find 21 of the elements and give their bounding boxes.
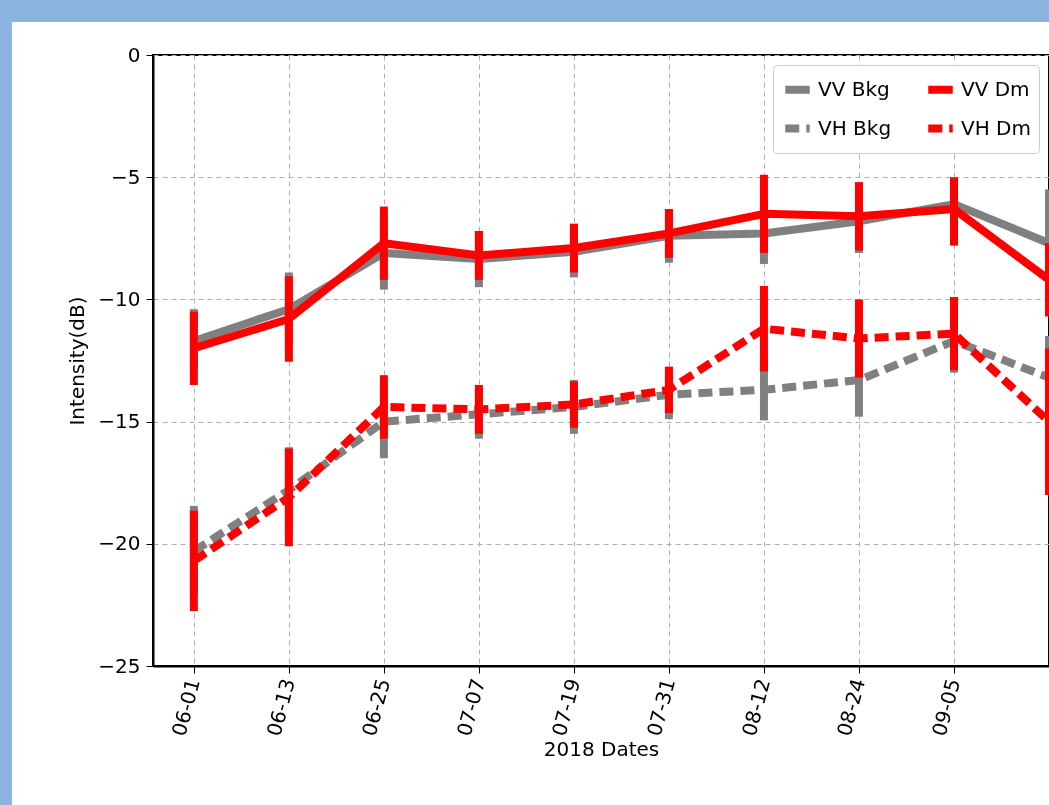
x-tick-label: 08-24	[831, 676, 871, 739]
x-tick-label: 08-12	[736, 676, 776, 739]
x-tick-label: 07-19	[546, 676, 586, 739]
y-tick-label: −25	[98, 653, 141, 678]
y-axis-title: Intensity(dB)	[65, 296, 90, 426]
y-tick-label: −10	[98, 286, 141, 311]
x-tick-label: 06-01	[166, 676, 205, 739]
x-tick-label: 09-05	[926, 676, 966, 739]
x-tick-label: 07-07	[451, 676, 491, 739]
legend-label: VH Bkg	[818, 115, 892, 140]
y-tick-label: −5	[111, 164, 141, 189]
y-tick-label: 0	[127, 42, 141, 67]
legend-label: VV Bkg	[818, 76, 890, 101]
x-tick-label: 06-13	[261, 676, 300, 739]
x-tick-label: 06-25	[356, 676, 396, 739]
x-tick-label: 07-31	[641, 676, 681, 739]
x-axis-title: 2018 Dates	[543, 737, 660, 762]
y-tick-label: −20	[98, 531, 141, 556]
legend-label: VV Dm	[961, 76, 1030, 101]
legend-label: VH Dm	[961, 115, 1031, 140]
y-tick-label: −15	[98, 409, 141, 434]
